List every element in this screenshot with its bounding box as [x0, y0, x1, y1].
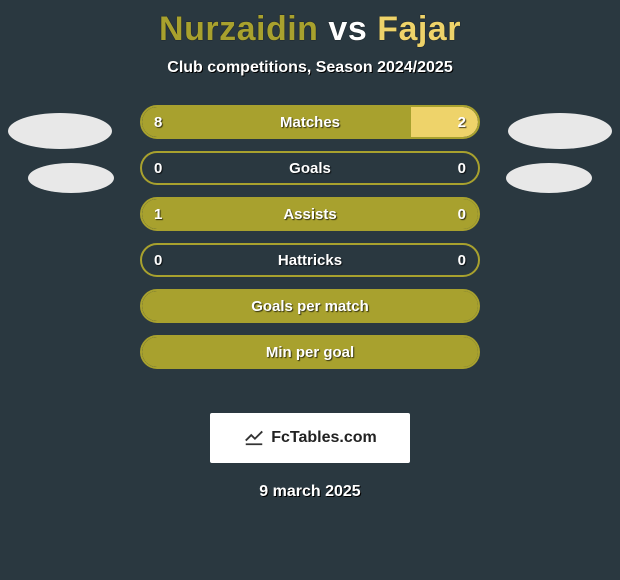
source-badge: FcTables.com	[210, 413, 410, 463]
player2-name: Fajar	[377, 10, 461, 48]
stat-value-left: 0	[154, 160, 162, 177]
stat-bar: Goals per match	[140, 289, 480, 323]
stat-value-left: 1	[154, 206, 162, 223]
comparison-bars: 8 2 Matches 0 0 Goals 1 0 Assists 0 0 Hattricks Goal…	[140, 105, 480, 381]
chart-icon	[243, 425, 265, 452]
date-text: 9 march 2025	[0, 483, 620, 501]
chart-area: 8 2 Matches 0 0 Goals 1 0 Assists 0 0 Hattricks Goal…	[0, 105, 620, 405]
stat-label: Assists	[283, 206, 336, 223]
stat-bar: 8 2 Matches	[140, 105, 480, 139]
page-title: Nurzaidin vs Fajar	[0, 0, 620, 49]
stat-value-left: 8	[154, 114, 162, 131]
bar-fill-right	[411, 107, 478, 137]
stat-label: Goals per match	[251, 298, 369, 315]
avatar-placeholder-right-1	[508, 113, 612, 149]
avatar-placeholder-left-2	[28, 163, 114, 193]
player1-name: Nurzaidin	[159, 10, 318, 48]
subtitle: Club competitions, Season 2024/2025	[0, 59, 620, 77]
stat-bar: 0 0 Goals	[140, 151, 480, 185]
stat-bar: Min per goal	[140, 335, 480, 369]
stat-label: Matches	[280, 114, 340, 131]
avatar-placeholder-right-2	[506, 163, 592, 193]
stat-bar: 1 0 Assists	[140, 197, 480, 231]
stat-label: Min per goal	[266, 344, 354, 361]
stat-label: Goals	[289, 160, 331, 177]
avatar-placeholder-left-1	[8, 113, 112, 149]
vs-text: vs	[328, 10, 367, 48]
stat-value-right: 2	[458, 114, 466, 131]
stat-value-right: 0	[458, 160, 466, 177]
stat-label: Hattricks	[278, 252, 342, 269]
badge-text: FcTables.com	[271, 429, 377, 447]
stat-value-left: 0	[154, 252, 162, 269]
bar-fill-left	[142, 107, 411, 137]
stat-value-right: 0	[458, 252, 466, 269]
stat-value-right: 0	[458, 206, 466, 223]
stat-bar: 0 0 Hattricks	[140, 243, 480, 277]
